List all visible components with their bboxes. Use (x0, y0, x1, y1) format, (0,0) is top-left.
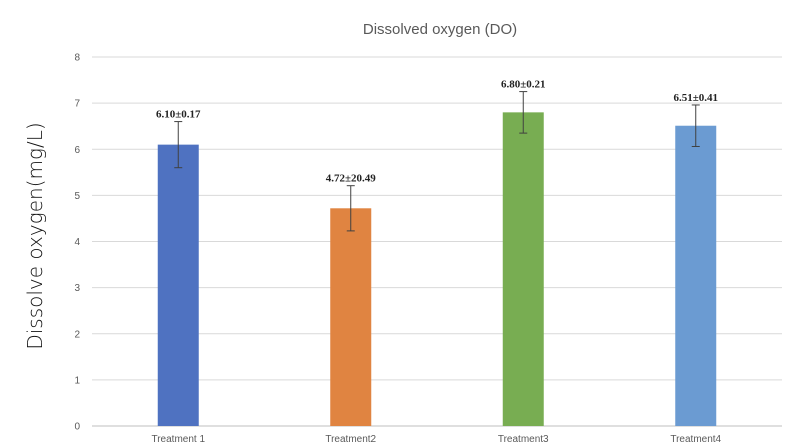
y-tick-label: 0 (74, 422, 80, 433)
x-axis-ticks: Treatment 1 Treatment2 Treatment3 Treatment… (151, 434, 721, 445)
bars (157, 112, 717, 426)
x-tick-label: Treatment4 (670, 434, 721, 445)
y-tick-label: 8 (74, 53, 80, 64)
bar (502, 112, 544, 426)
y-tick-label: 5 (74, 191, 80, 202)
data-label: 6.80±0.21 (501, 79, 546, 91)
y-tick-label: 7 (74, 99, 80, 110)
bar (675, 125, 717, 426)
y-tick-label: 1 (74, 375, 80, 386)
x-tick-label: Treatment3 (498, 434, 549, 445)
y-axis-ticks: 0 1 2 3 4 5 6 7 8 (74, 53, 80, 433)
data-label: 4.72±20.49 (326, 173, 377, 185)
data-labels: 6.10±0.17 4.72±20.49 6.80±0.21 6.51±0.41 (156, 79, 718, 185)
error-bars (174, 91, 700, 232)
bar (157, 144, 199, 426)
y-tick-label: 4 (74, 237, 80, 248)
chart-title: Dissolved oxygen (DO) (363, 21, 517, 38)
data-label: 6.10±0.17 (156, 109, 201, 121)
y-tick-label: 6 (74, 145, 80, 156)
x-tick-label: Treatment2 (325, 434, 376, 445)
y-tick-label: 3 (74, 283, 80, 294)
bar (330, 208, 372, 426)
data-label: 6.51±0.41 (673, 92, 718, 104)
gridlines (92, 56, 782, 381)
x-tick-label: Treatment 1 (151, 434, 205, 445)
y-tick-label: 2 (74, 329, 80, 340)
y-axis-label: Dissolve oxygen(mg/L) (23, 122, 47, 349)
